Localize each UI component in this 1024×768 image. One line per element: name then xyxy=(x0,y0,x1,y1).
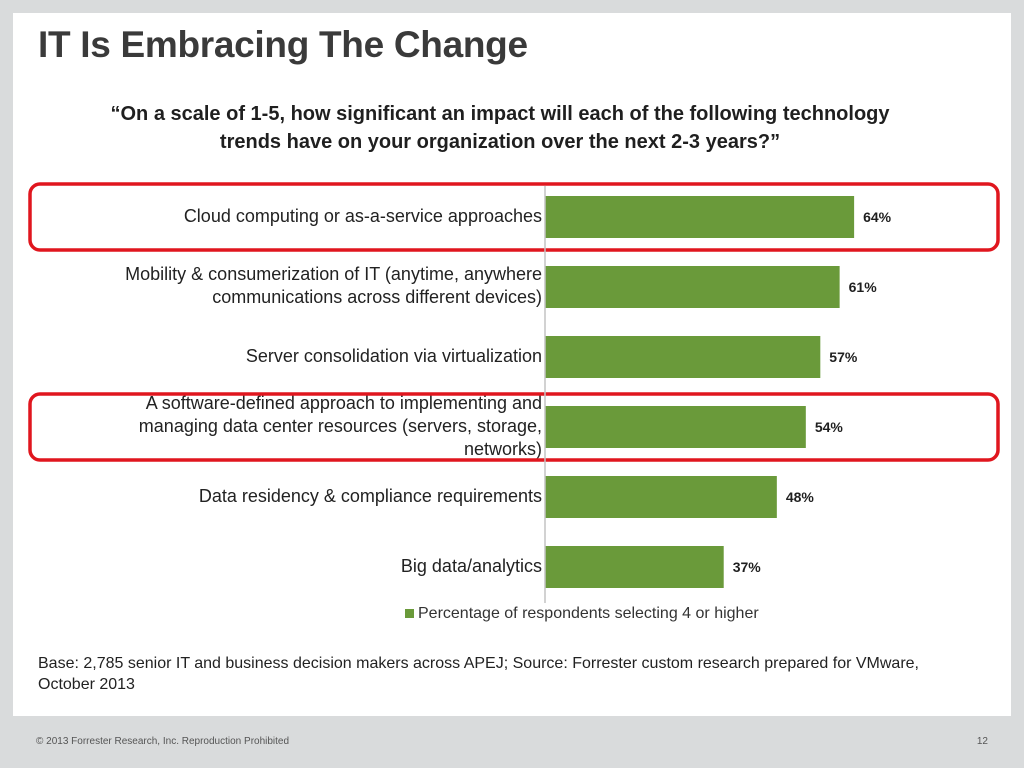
bar xyxy=(545,406,806,448)
slide xyxy=(13,13,1011,716)
survey-question-line: trends have on your organization over th… xyxy=(219,131,781,153)
page-number: 12 xyxy=(976,736,988,747)
highlight-frame xyxy=(28,392,1000,462)
survey-question-line: “On a scale of 1-5, how significant an i… xyxy=(110,103,890,125)
category-label: Data residency & compliance requirements xyxy=(199,485,542,508)
bar-value-label: 64% xyxy=(863,209,892,225)
category-label: A software-defined approach to implement… xyxy=(139,392,542,461)
category-label: Server consolidation via virtualization xyxy=(246,345,542,368)
bar-value-label: 61% xyxy=(849,279,878,295)
bar-value-label: 57% xyxy=(829,349,858,365)
bar-value-label: 54% xyxy=(815,419,844,435)
bar xyxy=(545,196,855,238)
category-label-line: A software-defined approach to implement… xyxy=(145,392,542,413)
survey-question: “On a scale of 1-5, how significant an i… xyxy=(0,100,1000,156)
category-label-line: communications across different devices) xyxy=(212,287,542,307)
base-source-note: Base: 2,785 senior IT and business decis… xyxy=(38,655,919,693)
category-label-line: networks) xyxy=(463,438,542,459)
category-label: Mobility & consumerization of IT (anytim… xyxy=(125,263,542,309)
bar xyxy=(545,546,724,588)
bar xyxy=(545,266,840,308)
legend-label: Percentage of respondents selecting 4 or… xyxy=(418,605,759,622)
category-label: Cloud computing or as-a-service approach… xyxy=(184,205,542,228)
category-label-line: Data residency & compliance requirements xyxy=(198,485,542,506)
highlight-frame xyxy=(28,182,1000,252)
chart-legend: Percentage of respondents selecting 4 or… xyxy=(405,605,759,623)
bar xyxy=(545,476,777,518)
category-label-line: Cloud computing or as-a-service approach… xyxy=(183,205,542,226)
category-label-line: Mobility & consumerization of IT (anytim… xyxy=(125,264,542,284)
bar-value-label: 48% xyxy=(786,489,815,505)
category-label-line: Big data/analytics xyxy=(400,555,542,576)
slide-title: IT Is Embracing The Change xyxy=(38,24,528,65)
copyright-footer: © 2013 Forrester Research, Inc. Reproduc… xyxy=(36,736,290,747)
legend-swatch xyxy=(405,609,414,618)
category-label-line: managing data center resources (servers,… xyxy=(138,415,542,436)
category-label: Big data/analytics xyxy=(401,555,542,578)
bar-value-label: 37% xyxy=(733,559,762,575)
category-label-line: Server consolidation via virtualization xyxy=(245,345,542,366)
bar xyxy=(545,336,821,378)
